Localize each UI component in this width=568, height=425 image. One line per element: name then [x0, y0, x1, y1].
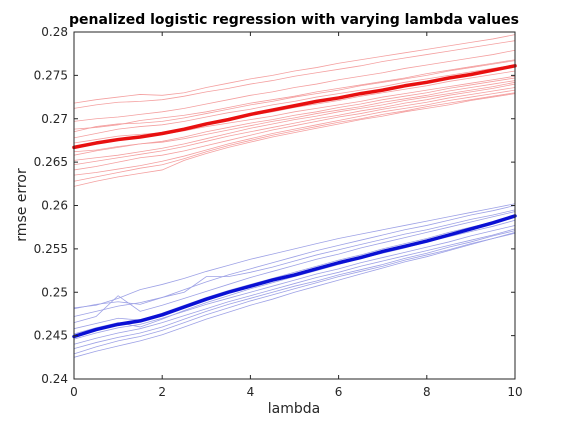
x-tick-label-1: 0 [70, 385, 78, 399]
y-tick-label-1: 0.24 [41, 372, 68, 386]
test-trial-line-10 [73, 80, 516, 156]
x-tick-label-2: 2 [158, 385, 166, 399]
test-trial-line-11 [73, 81, 516, 161]
y-tick-label-2: 0.245 [34, 329, 68, 343]
axes: 0 2 4 6 8 10 0.24 0.245 0.25 0.255 0.26 0.265 0.27 0.… [34, 25, 523, 399]
x-tick-label-4: 6 [335, 385, 343, 399]
train-trial-line-11 [73, 232, 516, 358]
test-mean-line [72, 64, 517, 150]
train-trial-line-10 [73, 232, 516, 355]
train-mean-line [72, 214, 517, 339]
test-trial-line-2 [73, 40, 516, 109]
mean-lines [72, 64, 517, 339]
y-tick-label-8: 0.275 [34, 68, 68, 82]
x-tick-label-5: 8 [423, 385, 431, 399]
chart-title: penalized logistic regression with varyi… [69, 12, 519, 28]
test-trial-line-15 [73, 92, 516, 182]
test-trial-line-13 [73, 87, 516, 171]
test-trial-line-14 [73, 89, 516, 176]
x-tick-label-3: 4 [247, 385, 255, 399]
y-tick-label-4: 0.255 [34, 242, 68, 256]
train-trial-line-3 [73, 209, 516, 317]
test-trial-line-1 [73, 34, 516, 104]
y-axis-label: rmse error [14, 168, 30, 242]
x-tick-label-6: 10 [507, 385, 522, 399]
y-tick-label-9: 0.28 [41, 25, 68, 39]
test-trial-line-16 [73, 93, 516, 187]
train-trial-line-9 [73, 230, 516, 350]
test-trial-line-3 [73, 49, 516, 122]
test-trial-line-12 [73, 83, 516, 166]
x-axis-label: lambda [268, 401, 320, 417]
y-tick-label-3: 0.25 [41, 285, 68, 299]
y-tick-label-5: 0.26 [41, 199, 68, 213]
test-trial-line-5 [73, 60, 516, 133]
y-tick-label-7: 0.27 [41, 112, 68, 126]
y-tick-label-6: 0.265 [34, 155, 68, 169]
train-trial-line-1 [73, 203, 516, 309]
train-trial-line-8 [73, 228, 516, 345]
train-trial-line-7 [73, 225, 516, 340]
train-trial-line-4 [73, 211, 516, 323]
train-trial-line-2 [73, 205, 516, 310]
test-trial-line-4 [73, 59, 516, 130]
test-trial-line-6 [73, 64, 516, 139]
